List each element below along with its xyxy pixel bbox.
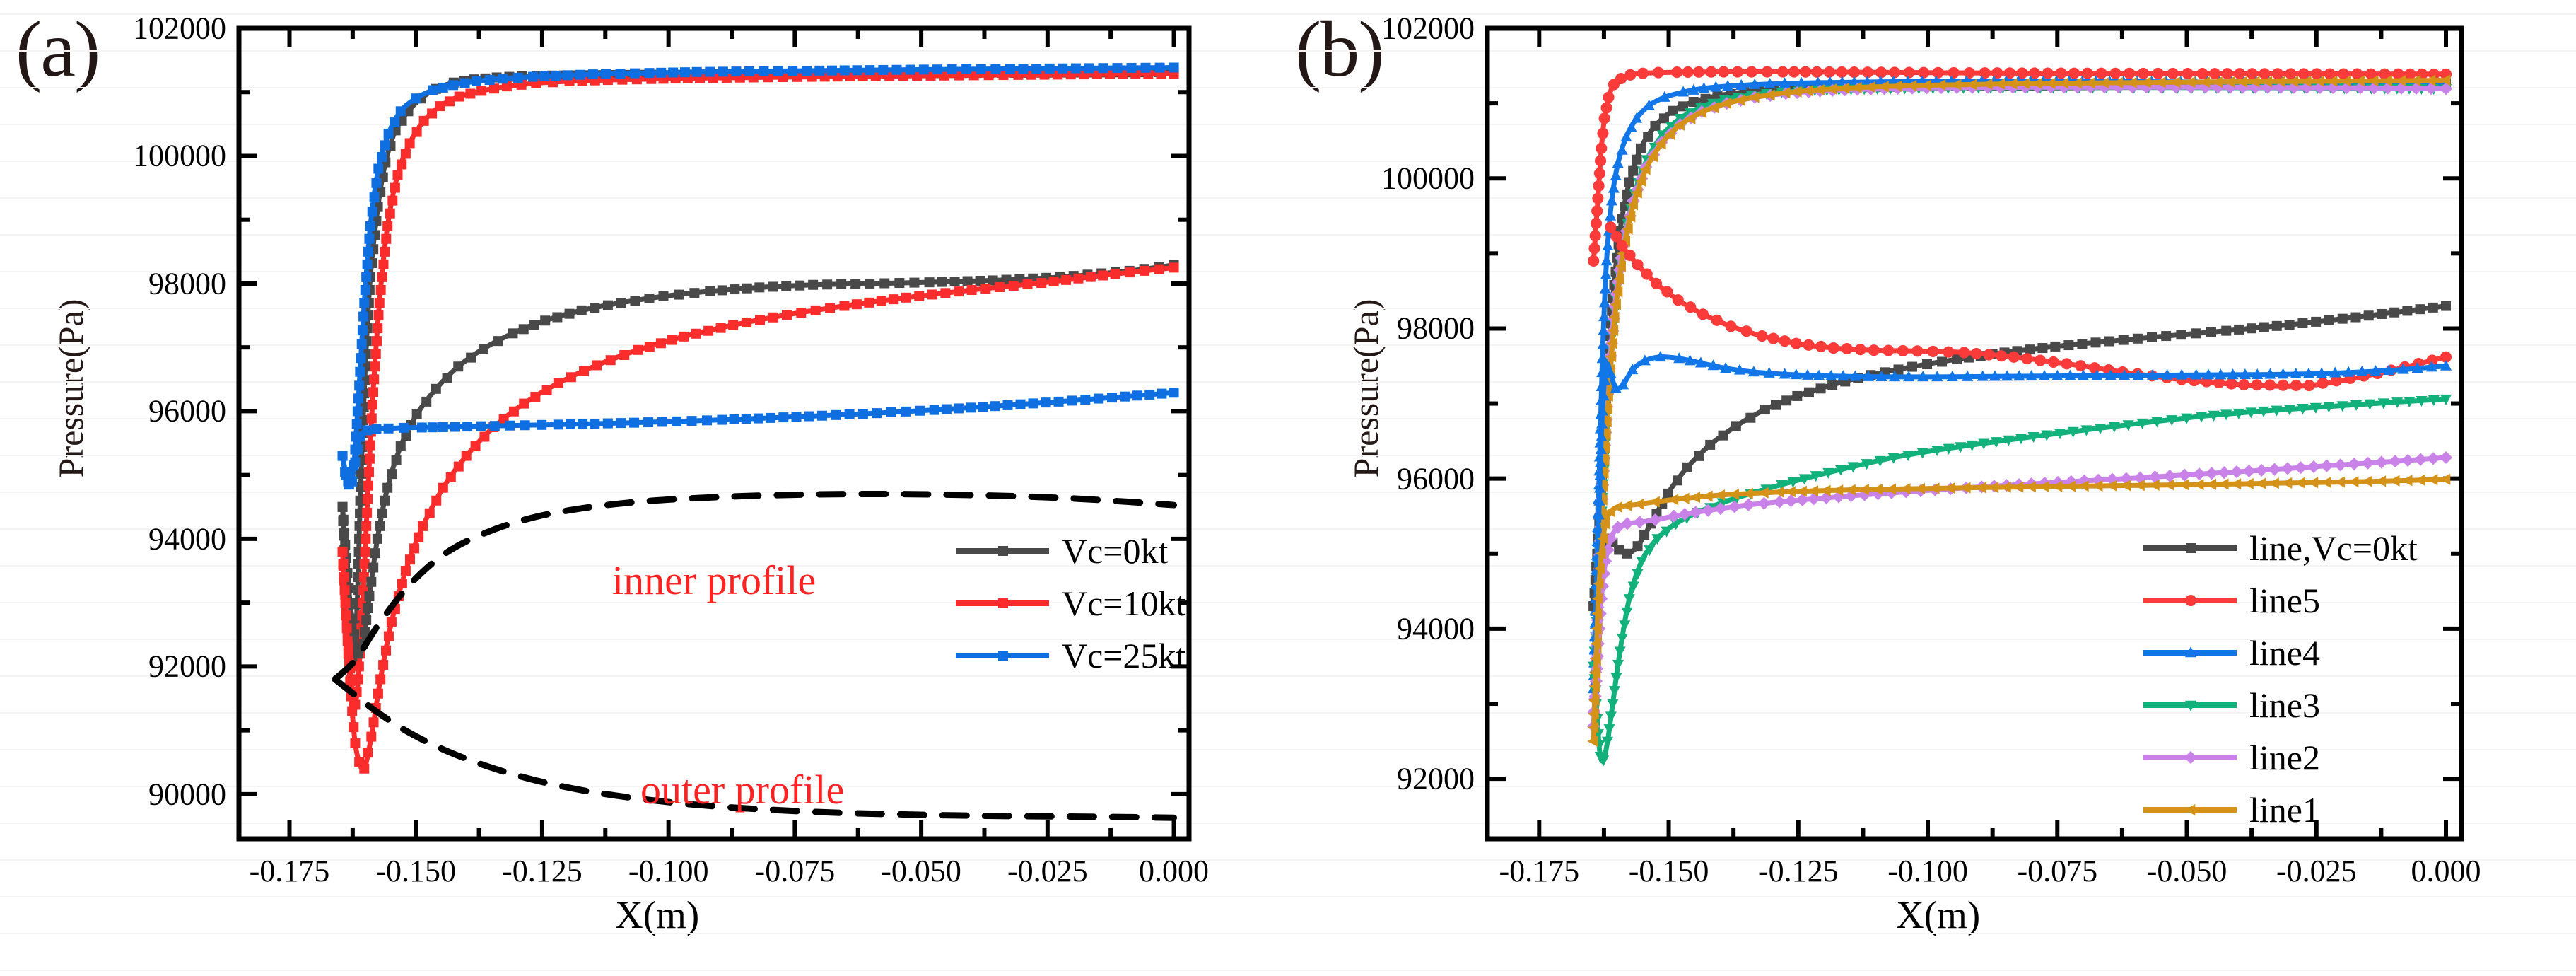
x-tick-label: -0.100 xyxy=(628,854,709,888)
legend-label: line1 xyxy=(2249,790,2320,830)
legend-marker-square-icon xyxy=(995,543,1011,559)
x-tick-label: -0.125 xyxy=(1757,854,1839,888)
legend-label: line2 xyxy=(2249,738,2320,777)
legend-item[interactable]: Vc=0kt xyxy=(956,525,1185,577)
x-tick-label: -0.050 xyxy=(881,854,961,888)
y-tick-label: 92000 xyxy=(148,649,226,684)
legend-item[interactable]: line5 xyxy=(2143,574,2418,627)
panel-b-legend: line,Vc=0kt line5 line4 line3 line2 line1 xyxy=(2143,522,2418,836)
legend-label: line,Vc=0kt xyxy=(2249,528,2418,568)
panel-b: (b) Pressure(Pa) X(m) line,Vc=0kt line5 li… xyxy=(1288,0,2576,976)
legend-item[interactable]: line3 xyxy=(2143,679,2418,731)
x-tick-label: -0.025 xyxy=(2276,854,2357,888)
legend-item[interactable]: line1 xyxy=(2143,784,2418,836)
legend-label: Vc=25kt xyxy=(1062,636,1186,675)
legend-marker-triangle-down-icon xyxy=(2183,697,2199,713)
legend-item[interactable]: line,Vc=0kt xyxy=(2143,522,2418,574)
y-tick-label: 96000 xyxy=(148,393,226,429)
x-tick-label: -0.125 xyxy=(502,854,582,888)
x-tick-label: -0.075 xyxy=(2017,854,2098,888)
y-tick-label: 90000 xyxy=(148,777,226,812)
panel-b-xlabel: X(m) xyxy=(1896,893,1981,936)
legend-label: line5 xyxy=(2249,581,2320,620)
panel-a-tag: (a) xyxy=(16,6,100,93)
x-tick-label: -0.100 xyxy=(1887,854,1968,888)
x-tick-label: -0.150 xyxy=(375,854,457,888)
legend-marker-square-icon xyxy=(995,648,1011,663)
legend-marker-diamond-icon xyxy=(2183,750,2199,765)
legend-item[interactable]: line2 xyxy=(2143,731,2418,784)
legend-marker-triangle-left-icon xyxy=(2183,802,2199,818)
panel-a-annotation-outer: outer profile xyxy=(640,767,845,813)
panel-a-legend: Vc=0kt Vc=10kt Vc=25kt xyxy=(956,525,1185,682)
y-tick-label: 94000 xyxy=(148,521,226,557)
legend-label: Vc=10kt xyxy=(1062,583,1186,623)
x-tick-label: -0.050 xyxy=(2146,854,2227,888)
y-tick-label: 102000 xyxy=(1381,11,1475,46)
legend-marker-circle-icon xyxy=(2183,593,2199,608)
x-tick-label: -0.025 xyxy=(1007,854,1088,888)
y-tick-label: 94000 xyxy=(1397,611,1475,646)
panel-a-xlabel: X(m) xyxy=(615,893,700,936)
legend-item[interactable]: line4 xyxy=(2143,627,2418,679)
x-tick-label: -0.175 xyxy=(1499,854,1580,888)
panel-b-tag: (b) xyxy=(1295,6,1385,93)
y-tick-label: 102000 xyxy=(133,11,226,46)
legend-marker-square-icon xyxy=(2183,540,2199,556)
panel-b-plot xyxy=(1288,13,2576,971)
legend-item[interactable]: Vc=25kt xyxy=(956,629,1185,682)
y-tick-label: 98000 xyxy=(148,266,226,301)
legend-label: line4 xyxy=(2249,633,2320,673)
legend-marker-square-icon xyxy=(995,596,1011,611)
legend-item[interactable]: Vc=10kt xyxy=(956,577,1185,629)
y-tick-label: 100000 xyxy=(133,138,226,173)
x-tick-label: -0.175 xyxy=(249,854,330,888)
y-tick-label: 98000 xyxy=(1397,310,1475,346)
x-tick-label: -0.150 xyxy=(1628,854,1709,888)
legend-marker-triangle-up-icon xyxy=(2183,645,2199,661)
y-tick-label: 96000 xyxy=(1397,461,1475,496)
legend-label: line3 xyxy=(2249,685,2320,725)
y-tick-label: 92000 xyxy=(1397,761,1475,796)
y-tick-label: 100000 xyxy=(1381,161,1475,196)
panel-a-plot xyxy=(0,13,1288,971)
x-tick-label: -0.075 xyxy=(754,854,836,888)
x-tick-label: 0.000 xyxy=(2411,854,2481,888)
legend-label: Vc=0kt xyxy=(1062,531,1169,571)
panel-a-annotation-inner: inner profile xyxy=(612,557,816,603)
panel-a: (a) Pressure(Pa) X(m) Vc=0kt Vc=10kt Vc=25… xyxy=(0,6,1288,971)
x-tick-label: 0.000 xyxy=(1139,854,1210,888)
